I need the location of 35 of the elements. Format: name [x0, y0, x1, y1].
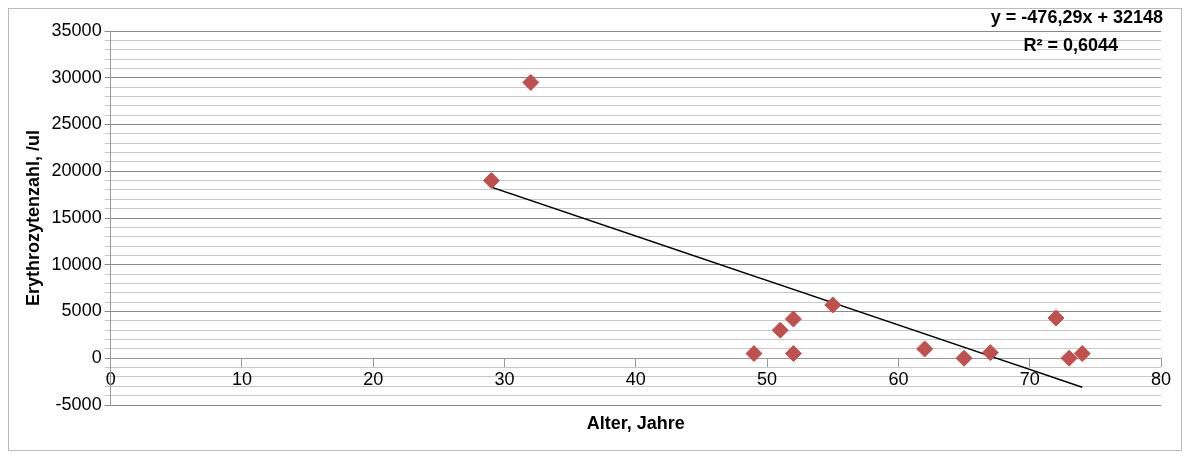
point — [1060, 349, 1078, 367]
x-tick-label: 70 — [1019, 369, 1040, 390]
point — [955, 349, 973, 367]
y-tick-label: 30000 — [51, 66, 102, 87]
x-tick-label: 40 — [625, 369, 646, 390]
point — [482, 172, 500, 190]
x-tick-label: 10 — [231, 369, 252, 390]
x-tick-label: 30 — [494, 369, 515, 390]
x-tick-label: 50 — [757, 369, 778, 390]
text: y = -476,29x + 32148 — [990, 6, 1163, 27]
y-tick-label: 5000 — [61, 300, 102, 321]
annotation: R² = 0,6044 — [1023, 34, 1118, 55]
y-tick-label: 25000 — [51, 113, 102, 134]
point — [522, 73, 540, 91]
y-tick-label: 35000 — [51, 19, 102, 40]
point — [916, 340, 934, 358]
point — [784, 345, 802, 363]
point — [981, 344, 999, 362]
y-axis-title: Erythrozytenzahl, /ul — [22, 129, 43, 307]
y-tick-label: 0 — [91, 347, 102, 368]
point — [771, 321, 789, 339]
y-tick-label: 10000 — [51, 253, 102, 274]
x-tick-label: 60 — [888, 369, 909, 390]
x-tick-label: 0 — [105, 369, 116, 390]
y-tick-label: -5000 — [55, 393, 102, 414]
point — [745, 345, 763, 363]
point — [784, 310, 802, 328]
y-tick-label: 20000 — [51, 160, 102, 181]
point — [1047, 309, 1065, 327]
point — [824, 296, 842, 314]
x-tick-label: 80 — [1150, 369, 1172, 390]
x-axis-title: Alter, Jahre — [586, 412, 685, 433]
x-tick-label: 20 — [363, 369, 384, 390]
y-tick-label: 15000 — [51, 206, 102, 227]
point — [1073, 345, 1091, 363]
